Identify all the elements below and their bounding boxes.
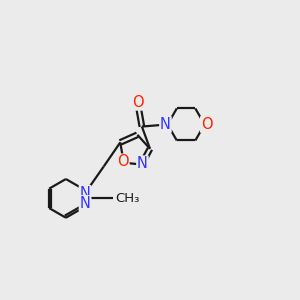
Text: N: N [137, 156, 148, 171]
Text: N: N [160, 117, 171, 132]
Text: O: O [132, 95, 143, 110]
Text: O: O [201, 117, 212, 132]
Text: CH₃: CH₃ [116, 192, 140, 205]
Text: O: O [117, 154, 129, 169]
Text: N: N [80, 196, 90, 211]
Text: N: N [80, 186, 90, 201]
